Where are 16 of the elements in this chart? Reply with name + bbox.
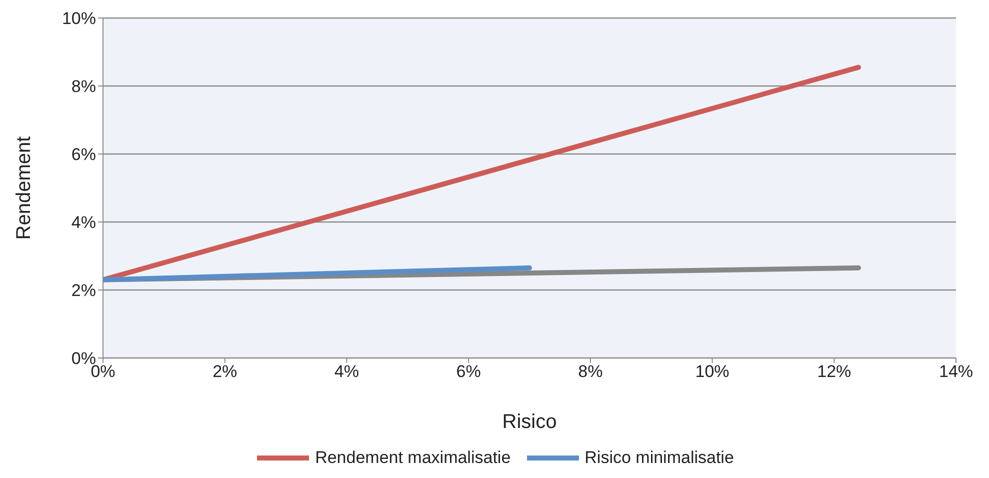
legend-label: Rendement maximalisatie <box>315 448 511 468</box>
x-tick-label: 2% <box>212 362 238 382</box>
y-axis-title: Rendement <box>13 136 36 240</box>
x-tick-label: 8% <box>578 362 603 382</box>
x-tick-label: 4% <box>334 362 360 382</box>
y-tick-label: 2% <box>71 281 96 300</box>
y-tick-label: 4% <box>71 213 96 232</box>
x-tick-label: 12% <box>817 362 852 382</box>
legend-label: Risico minimalisatie <box>584 448 734 468</box>
y-tick-label: 6% <box>71 145 96 164</box>
y-tick-label: 10% <box>62 9 96 28</box>
x-axis-title: Risico <box>502 411 557 433</box>
y-tick-label: 8% <box>71 77 96 96</box>
x-tick-label: 6% <box>456 362 481 382</box>
x-tick-label: 10% <box>695 362 730 382</box>
x-tick-label: 14% <box>938 362 974 382</box>
